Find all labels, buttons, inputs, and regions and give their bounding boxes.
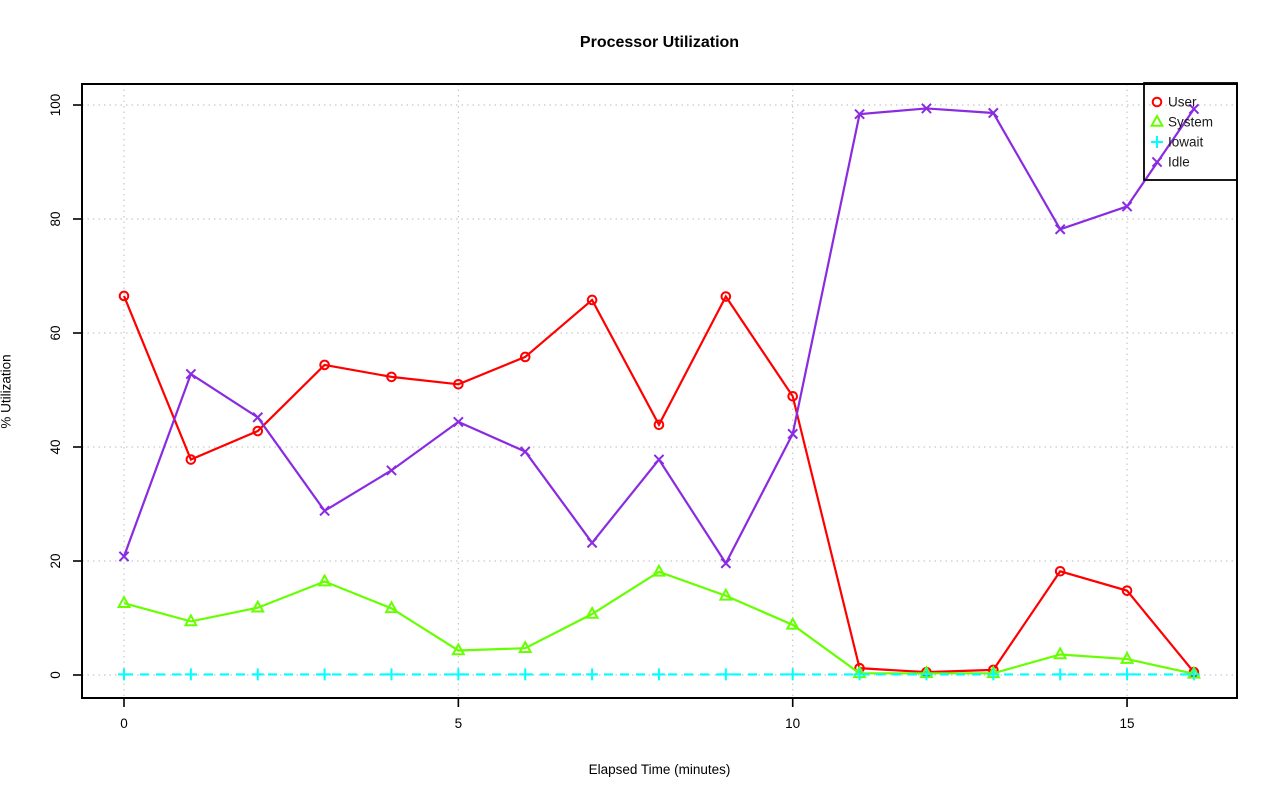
marker-plus [987,668,1000,681]
marker-plus [452,668,465,681]
marker-plus [1187,668,1200,681]
marker-x [252,412,264,423]
marker-plus [318,668,331,681]
marker-triangle [183,613,198,627]
marker-circle [720,291,732,302]
marker-x [118,551,130,562]
plot-border [81,83,1238,699]
marker-plus [586,668,599,681]
marker-circle [519,351,531,363]
marker-plus [385,668,398,681]
marker-plus [1151,136,1163,148]
marker-x [319,505,330,517]
marker-plus [652,668,665,681]
marker-x [1188,103,1200,115]
marker-x [1121,201,1133,212]
marker-plus [1121,668,1134,681]
y-tick-label: 80 [48,211,63,226]
marker-circle [787,390,799,402]
legend-item-system: System [1149,113,1213,130]
series-iowait [118,668,1200,681]
marker-x [519,446,531,457]
marker-circle [252,425,264,437]
marker-x [453,416,464,428]
series-system [116,563,1202,679]
marker-x [586,537,598,549]
marker-circle [1121,585,1133,596]
marker-x [988,107,999,119]
x-tick-label: 15 [1120,716,1135,731]
y-axis-label: % Utilization [0,354,14,429]
x-tick-label: 10 [785,716,800,731]
marker-triangle [1119,650,1135,664]
marker-circle [453,379,464,390]
x-axis-label: Elapsed Time (minutes) [588,762,731,777]
series-idle [118,103,1200,569]
marker-circle [319,359,330,371]
marker-plus [786,668,799,681]
series-line [122,107,1195,566]
marker-x [1054,223,1066,235]
marker-plus [920,668,933,681]
marker-x [720,557,732,569]
marker-circle [1151,96,1163,108]
marker-triangle [1053,646,1068,660]
marker-triangle [518,640,533,654]
x-tick-label: 0 [120,716,128,731]
marker-x [653,454,665,465]
marker-x [854,108,865,120]
x-tick-label: 5 [455,716,463,731]
series-line [122,294,1195,674]
marker-x [1151,156,1163,168]
marker-plus [1054,668,1067,681]
marker-circle [185,454,197,465]
y-tick-label: 40 [48,439,63,454]
legend-label: Iowait [1168,135,1204,150]
legend-item-iowait: Iowait [1151,135,1204,150]
marker-x [386,465,397,476]
marker-x [921,103,932,114]
marker-plus [251,668,264,681]
marker-triangle [785,616,800,630]
marker-triangle [317,573,332,587]
marker-circle [653,419,665,431]
marker-circle [586,294,598,306]
marker-circle [386,371,397,383]
axes: 0 5 10 15 0 20 40 60 80 100 [48,94,1135,731]
marker-plus [184,668,197,681]
y-tick-label: 100 [48,94,63,117]
marker-x [787,428,799,440]
marker-plus [118,668,130,681]
legend: User System Iowait Idle [1143,82,1238,181]
legend-item-user: User [1151,95,1197,110]
marker-triangle [584,605,600,619]
marker-triangle [451,642,466,656]
marker-triangle [384,600,399,614]
marker-plus [719,668,732,681]
chart-title: Processor Utilization [579,34,740,51]
legend-label: User [1168,95,1197,110]
marker-circle [1054,565,1066,577]
marker-triangle [116,595,132,608]
y-tick-label: 20 [48,553,63,568]
marker-triangle [718,587,733,601]
marker-plus [519,668,532,681]
legend-label: System [1168,115,1213,130]
marker-x [185,368,197,380]
marker-circle [118,290,130,302]
y-tick-label: 0 [48,671,63,679]
y-tick-label: 60 [48,325,63,340]
series-user [118,290,1200,678]
marker-plus [853,668,866,681]
legend-box [1143,82,1238,181]
marker-triangle [651,563,667,577]
marker-triangle [1149,113,1165,127]
marker-triangle [250,599,265,613]
legend-item-idle: Idle [1151,155,1190,170]
series-line [123,570,1195,675]
legend-label: Idle [1168,155,1190,170]
